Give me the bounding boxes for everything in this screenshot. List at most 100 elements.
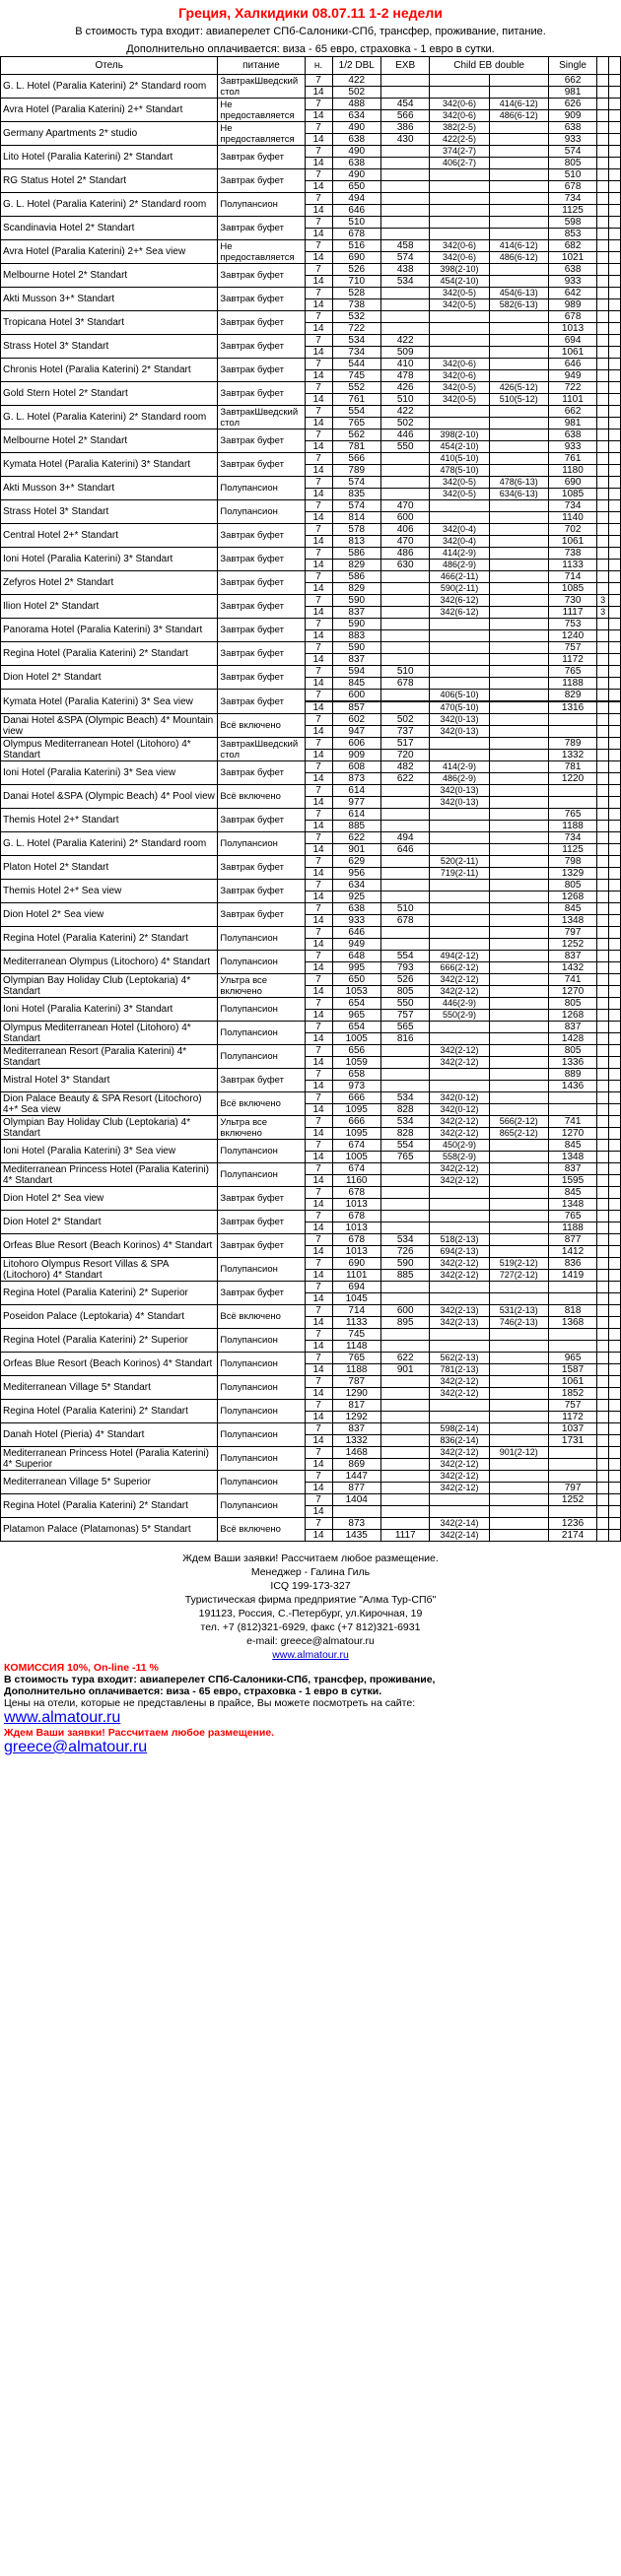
child-price-2 <box>488 1493 549 1506</box>
child-price-2: 414(6-12) <box>488 239 549 252</box>
child-price-1 <box>429 665 490 678</box>
single-price: 694 <box>547 334 598 347</box>
child-price-1 <box>429 192 490 205</box>
extra-pad <box>608 1470 621 1483</box>
extra-note <box>596 109 610 122</box>
extra-note <box>596 1422 610 1435</box>
exb-price <box>380 1340 431 1353</box>
extra-pad <box>608 192 621 205</box>
single-price: 1188 <box>547 677 598 690</box>
extra-pad <box>608 476 621 489</box>
single-price: 805 <box>547 879 598 892</box>
website-link-top[interactable]: www.almatour.ru <box>272 1649 349 1661</box>
extra-note <box>596 1470 610 1483</box>
hotel-name: Tropicana Hotel 3* Standart <box>0 310 219 335</box>
hotel-name: Mediterranean Olympus (Litochoro) 4* Sta… <box>0 950 219 974</box>
nights-value: 7 <box>304 1233 333 1246</box>
dbl-price: 1013 <box>331 1198 381 1211</box>
meal-plan: Полупансион <box>217 1422 306 1447</box>
extra-pad <box>608 784 621 797</box>
exb-price: 478 <box>380 369 431 382</box>
exb-price <box>380 157 431 169</box>
child-price-1 <box>429 629 490 642</box>
email-link-bottom[interactable]: greece@almatour.ru <box>4 1739 148 1755</box>
hotel-name: Mediterranean Princess Hotel (Paralia Ka… <box>0 1446 219 1471</box>
single-price: 2174 <box>547 1529 598 1542</box>
hotel-name: Gold Stern Hotel 2* Standart <box>0 381 219 406</box>
meal-plan: Полупансион <box>217 926 306 951</box>
nights-value: 14 <box>304 1032 333 1045</box>
nights-value: 7 <box>304 239 333 252</box>
child-price-2 <box>488 760 549 773</box>
exb-price <box>380 464 431 477</box>
nights-value: 14 <box>304 157 333 169</box>
dbl-price: 933 <box>331 914 381 927</box>
dbl-price: 634 <box>331 109 381 122</box>
child-price-1: 342(0-5) <box>429 476 490 489</box>
single-price: 805 <box>547 157 598 169</box>
exb-price: 430 <box>380 133 431 146</box>
nights-value: 7 <box>304 121 333 134</box>
dbl-price: 949 <box>331 938 381 951</box>
single-price: 1587 <box>547 1363 598 1376</box>
hotel-name: Regina Hotel (Paralia Katerini) 2* Super… <box>0 1328 219 1353</box>
extra-pad <box>608 511 621 524</box>
exb-price: 895 <box>380 1316 431 1329</box>
child-price-1: 342(2-14) <box>429 1517 490 1530</box>
hotel-name: Mediterranean Village 5* Standart <box>0 1375 219 1400</box>
extra-note <box>596 310 610 323</box>
extra-pad <box>608 1482 621 1494</box>
meal-plan: Завтрак буфет <box>217 855 306 880</box>
single-price: 757 <box>547 1399 598 1412</box>
table-row: Mediterranean Resort (Paralia Katerini) … <box>0 1044 621 1069</box>
col-exb: EXB <box>380 56 431 75</box>
exb-price <box>380 476 431 489</box>
exb-price: 678 <box>380 677 431 690</box>
single-price: 1336 <box>547 1056 598 1069</box>
child-price-2 <box>488 1340 549 1353</box>
child-price-1 <box>429 499 490 512</box>
nights-value: 14 <box>304 393 333 406</box>
table-row: Mediterranean Village 5* Superior Полупан… <box>0 1470 621 1494</box>
exb-price: 446 <box>380 429 431 441</box>
child-price-1 <box>429 74 490 87</box>
table-row: G. L. Hotel (Paralia Katerini) 2* Standa… <box>0 405 621 429</box>
extra-note <box>596 358 610 370</box>
hotel-name: Strass Hotel 3* Standart <box>0 334 219 359</box>
exb-price <box>380 74 431 87</box>
dbl-price: 869 <box>331 1458 381 1471</box>
extra-note <box>596 641 610 654</box>
extra-pad <box>608 523 621 536</box>
dbl-price: 422 <box>331 74 381 87</box>
exb-price: 765 <box>380 1151 431 1163</box>
nights-value: 14 <box>304 1151 333 1163</box>
extra-note <box>596 629 610 642</box>
meal-plan: Всё включено <box>217 1304 306 1329</box>
dbl-price: 678 <box>331 1233 381 1246</box>
meal-plan: Не предоставляется <box>217 98 306 122</box>
dbl-price: 837 <box>331 1422 381 1435</box>
nights-value: 14 <box>304 133 333 146</box>
child-price-1: 454(2-10) <box>429 275 490 288</box>
extra-pad <box>608 1529 621 1542</box>
single-price: 781 <box>547 760 598 773</box>
child-price-1: 342(2-12) <box>429 1482 490 1494</box>
meal-plan: Завтрак буфет <box>217 641 306 666</box>
extra-note <box>596 440 610 453</box>
table-row: 14 1133 895 342(2-13) 746(2-13) 1368 <box>1 1316 621 1329</box>
meal-plan: Завтрак буфет <box>217 760 306 785</box>
website-link-bottom[interactable]: www.almatour.ru <box>4 1709 121 1726</box>
extra-note <box>596 192 610 205</box>
exb-price: 622 <box>380 1352 431 1364</box>
child-price-2 <box>488 216 549 229</box>
extra-note <box>596 476 610 489</box>
nights-value: 7 <box>304 641 333 654</box>
child-price-1: 342(2-14) <box>429 1529 490 1542</box>
included-note: В стоимость тура входит: авиаперелет СПб… <box>4 1674 436 1685</box>
nights-value: 14 <box>304 1174 333 1187</box>
child-price-2 <box>488 1198 549 1211</box>
single-price: 662 <box>547 74 598 87</box>
meal-plan: Полупансион <box>217 1399 306 1423</box>
single-price <box>547 1470 598 1483</box>
extra-note <box>596 417 610 429</box>
